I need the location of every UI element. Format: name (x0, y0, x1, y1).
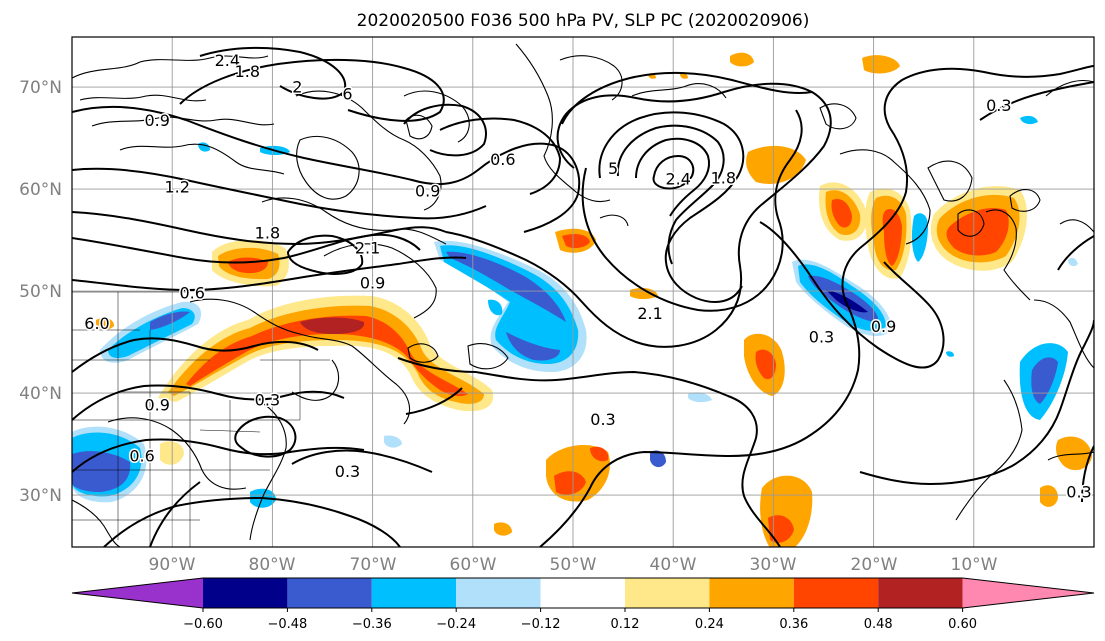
lat-label-40n: 40°N (19, 384, 62, 404)
colorbar-segment-over (962, 578, 1094, 608)
colorbar-segment-9 (878, 578, 963, 608)
lon-label-30w: 30°W (750, 555, 797, 575)
contour-label: 6 (342, 85, 352, 104)
contour-label: 1.8 (711, 168, 736, 187)
lon-label-10w: 10°W (951, 555, 998, 575)
contour-label: 0.6 (129, 447, 154, 466)
colorbar-segment-7 (709, 578, 794, 608)
colorbar-segment-under (72, 578, 203, 608)
contour-label: 0.9 (144, 111, 169, 130)
colorbar-segment-1 (203, 578, 288, 608)
lon-label-80w: 80°W (249, 555, 296, 575)
lat-label-50n: 50°N (19, 282, 62, 302)
contour-label: 0.3 (1066, 482, 1091, 501)
colorbar-tick-label: 0.36 (779, 617, 808, 632)
lon-label-40w: 40°W (650, 555, 697, 575)
contour-label: 2 (292, 78, 302, 97)
contour-label: 2.1 (637, 304, 662, 323)
lon-label-50w: 50°W (550, 555, 597, 575)
colorbar-tick-label: 0.24 (695, 617, 724, 632)
lon-label-20w: 20°W (851, 555, 898, 575)
colorbar-tick-label: 0.60 (948, 617, 977, 632)
contour-label: 0.3 (809, 327, 834, 346)
colorbar-segment-8 (793, 578, 879, 608)
pv-negative-shading (72, 115, 1078, 508)
contour-label: 0.3 (986, 96, 1011, 115)
contour-label: 2.4 (215, 51, 240, 70)
lon-label-70w: 70°W (350, 555, 397, 575)
lat-label-30n: 30°N (19, 486, 62, 506)
contour-label: 1.2 (164, 178, 189, 197)
state-boundaries (72, 291, 330, 547)
colorbar-tick-label: −0.36 (352, 617, 392, 632)
contour-label: 0.6 (490, 150, 515, 169)
colorbar-tick-label: −0.48 (267, 617, 307, 632)
contour-label: 0.6 (179, 284, 204, 303)
colorbar-segment-4 (456, 578, 541, 608)
contour-label: 2.4 (665, 169, 690, 188)
contour-label: 1.8 (255, 223, 280, 242)
lat-label-60n: 60°N (19, 180, 62, 200)
map-frame (71, 36, 1095, 548)
contour-label: 5 (608, 159, 618, 178)
colorbar-segment-5 (540, 578, 625, 608)
colorbar-tick-label: 0.12 (611, 617, 640, 632)
colorbar-segment-3 (371, 578, 457, 608)
contour-label: 0.9 (871, 317, 896, 336)
colorbar-tick-label: −0.60 (183, 617, 223, 632)
colorbar-ticks (202, 608, 964, 612)
longitude-labels: 90°W 80°W 70°W 60°W 50°W 40°W 30°W 20°W … (149, 555, 998, 575)
contour-label: 6.0 (84, 314, 109, 333)
contour-label: 1.8 (235, 62, 260, 81)
contour-label: 0.3 (335, 462, 360, 481)
colorbar-tick-label: −0.24 (436, 617, 476, 632)
colorbar-segment-6 (625, 578, 710, 608)
colorbar-tick-label: −0.12 (521, 617, 561, 632)
pv-positive-shading (96, 52, 1092, 547)
lon-label-60w: 60°W (450, 555, 497, 575)
contour-label: 0.9 (360, 273, 385, 292)
contour-label: 0.3 (255, 391, 280, 410)
lon-label-90w: 90°W (149, 555, 196, 575)
latitude-labels: 70°N 60°N 50°N 40°N 30°N (19, 78, 62, 506)
contour-label: 0.9 (415, 182, 440, 201)
lat-label-70n: 70°N (19, 78, 62, 98)
colorbar: −0.60 −0.48 −0.36 −0.24 −0.12 0.12 0.24 … (71, 577, 1095, 632)
contour-label: 2.1 (355, 239, 380, 258)
colorbar-tick-label: 0.48 (864, 617, 893, 632)
contour-labels: 2.41.82 60.91.21.82.10.90.60.90.6 52.4 1.82… (83, 50, 1093, 503)
contour-label: 0.9 (144, 396, 169, 415)
colorbar-segment-2 (287, 578, 372, 608)
contour-label: 0.3 (590, 410, 615, 429)
slp-contours (72, 46, 1094, 547)
map-title: 2020020500 F036 500 hPa PV, SLP PC (2020… (357, 11, 810, 31)
